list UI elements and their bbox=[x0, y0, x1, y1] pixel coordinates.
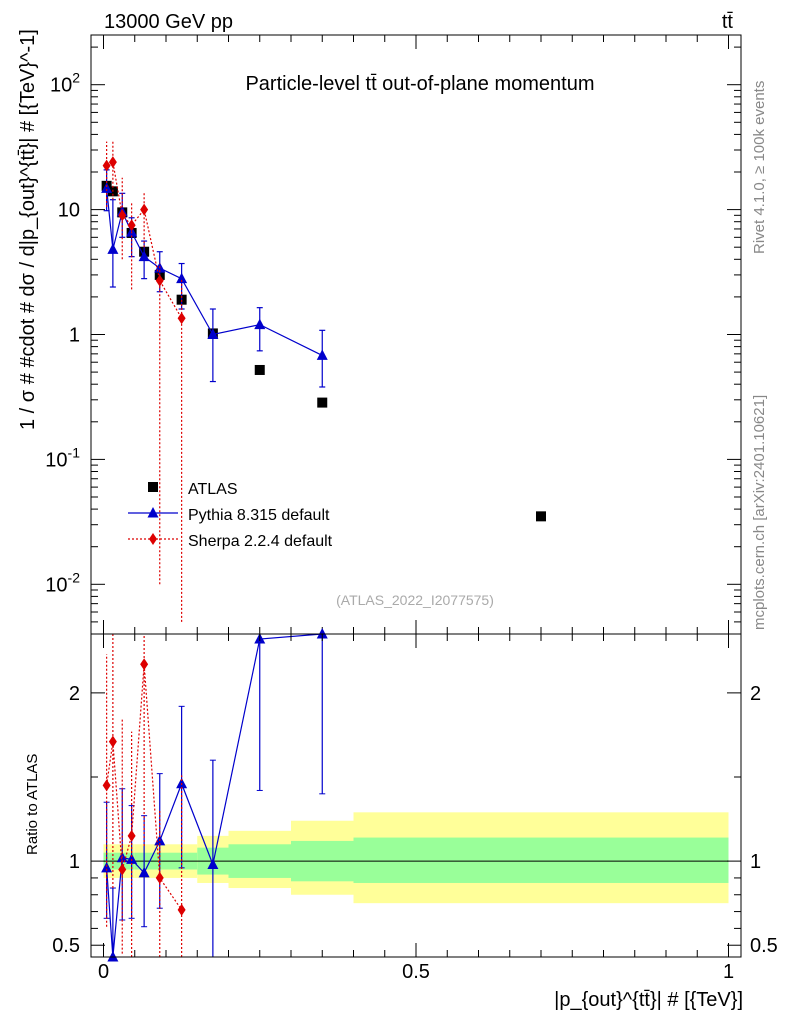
y-tick-label: 10-1 bbox=[45, 444, 80, 471]
ratio-pythia-point bbox=[207, 858, 219, 869]
y-tick-label: 1 bbox=[69, 325, 80, 347]
legend-pythia-label: Pythia 8.315 default bbox=[188, 507, 330, 524]
main-data-marks bbox=[101, 141, 546, 622]
y-tick-exponent: -2 bbox=[68, 569, 81, 585]
sherpa-point bbox=[118, 209, 127, 222]
pythia-point bbox=[107, 243, 119, 254]
atlas-point bbox=[254, 364, 265, 375]
pythia-point bbox=[316, 349, 328, 360]
pythia-point bbox=[101, 182, 113, 193]
y-tick-label: 10 bbox=[58, 200, 80, 222]
x-tick-label: 1 bbox=[723, 961, 734, 983]
ratio-sherpa-point bbox=[140, 658, 149, 671]
ratio-uncertainty-bands bbox=[103, 812, 729, 904]
main-axis-ticks: 10-2 10-1 1 10 102 bbox=[45, 35, 741, 635]
x-tick-label: 0.5 bbox=[402, 961, 430, 983]
legend-sherpa-marker bbox=[149, 533, 157, 545]
ratio-pythia-point bbox=[107, 951, 119, 962]
ratio-y-tick-label-right: 1 bbox=[750, 851, 761, 873]
ratio-sherpa-point bbox=[118, 863, 127, 876]
ratio-y-tick-label-left: 2 bbox=[69, 683, 80, 705]
legend: ATLAS Pythia 8.315 default Sherpa 2.2.4 de… bbox=[128, 481, 333, 550]
legend-atlas-label: ATLAS bbox=[188, 481, 238, 498]
atlas-point bbox=[317, 397, 328, 408]
ratio-y-tick-label-right: 2 bbox=[750, 683, 761, 705]
pythia-point bbox=[176, 272, 188, 284]
ratio-pythia-point bbox=[101, 861, 113, 873]
y-tick-label: 10-2 bbox=[45, 569, 80, 596]
legend-sherpa-label: Sherpa 2.2.4 default bbox=[188, 533, 333, 550]
ratio-sherpa-point bbox=[177, 903, 186, 916]
x-axis-label: |p_{out}^{tt̄}| # [{TeV}] bbox=[554, 989, 743, 1011]
sherpa-point bbox=[127, 219, 136, 232]
green-band bbox=[353, 837, 729, 883]
pythia-point bbox=[138, 250, 150, 262]
ratio-y-tick-label-left: 0.5 bbox=[52, 935, 80, 957]
ratio-sherpa-point bbox=[102, 779, 111, 792]
main-y-axis-label: 1 / σ # #cdot # dσ / d|p_{out}^{tt̄}| # … bbox=[17, 29, 39, 430]
ratio-y-axis-label: Ratio to ATLAS bbox=[24, 754, 41, 855]
ratio-sherpa-point bbox=[108, 735, 117, 748]
sherpa-line bbox=[106, 161, 183, 319]
legend-atlas-marker bbox=[148, 482, 158, 492]
pythia-line bbox=[106, 188, 323, 356]
pythia-point bbox=[254, 318, 266, 330]
chart-title: Particle-level tt̄ out-of-plane momentum bbox=[245, 73, 594, 95]
ratio-pythia-point bbox=[138, 866, 150, 878]
sherpa-point bbox=[140, 203, 149, 216]
legend-pythia-marker bbox=[147, 507, 159, 518]
rivet-version-label: Rivet 4.1.0, ≥ 100k events bbox=[751, 81, 768, 254]
ratio-y-tick-label-left: 1 bbox=[69, 851, 80, 873]
atlas-point bbox=[536, 511, 546, 522]
ratio-pythia-point bbox=[176, 777, 188, 789]
y-tick-label: 102 bbox=[50, 70, 80, 97]
sherpa-point bbox=[108, 156, 117, 169]
ratio-data-marks bbox=[101, 628, 328, 962]
ratio-frame bbox=[90, 633, 742, 958]
process-label: tt̄ bbox=[722, 11, 734, 33]
ratio-panel: 0.5 0.5 1 1 2 2 0 0.5 1 Ratio to ATLAS |p_{out}^… bbox=[24, 628, 778, 1011]
main-panel: 10-2 10-1 1 10 102 Particle-level tt̄ out-of… bbox=[17, 29, 742, 635]
ratio-sherpa-point bbox=[127, 829, 136, 842]
y-tick-exponent: -1 bbox=[68, 444, 81, 460]
ratio-pythia-line bbox=[106, 633, 323, 958]
pythia-point bbox=[207, 328, 219, 339]
sherpa-point bbox=[102, 159, 111, 172]
ratio-pythia-point bbox=[316, 628, 328, 639]
ratio-y-tick-label-right: 0.5 bbox=[750, 935, 778, 957]
energy-label: 13000 GeV pp bbox=[104, 11, 233, 33]
ratio-pythia-point bbox=[126, 853, 138, 864]
ratio-axis-ticks: 0.5 0.5 1 1 2 2 0 0.5 1 bbox=[52, 634, 778, 983]
y-tick-exponent: 2 bbox=[72, 70, 80, 86]
ratio-sherpa-point bbox=[155, 871, 164, 884]
mcplots-credit-label: mcplots.cern.ch [arXiv:2401.10621] bbox=[751, 395, 768, 630]
sherpa-point bbox=[177, 312, 186, 325]
x-tick-label: 0 bbox=[98, 961, 109, 983]
sherpa-point bbox=[155, 274, 164, 287]
analysis-watermark: (ATLAS_2022_I2077575) bbox=[336, 592, 494, 608]
